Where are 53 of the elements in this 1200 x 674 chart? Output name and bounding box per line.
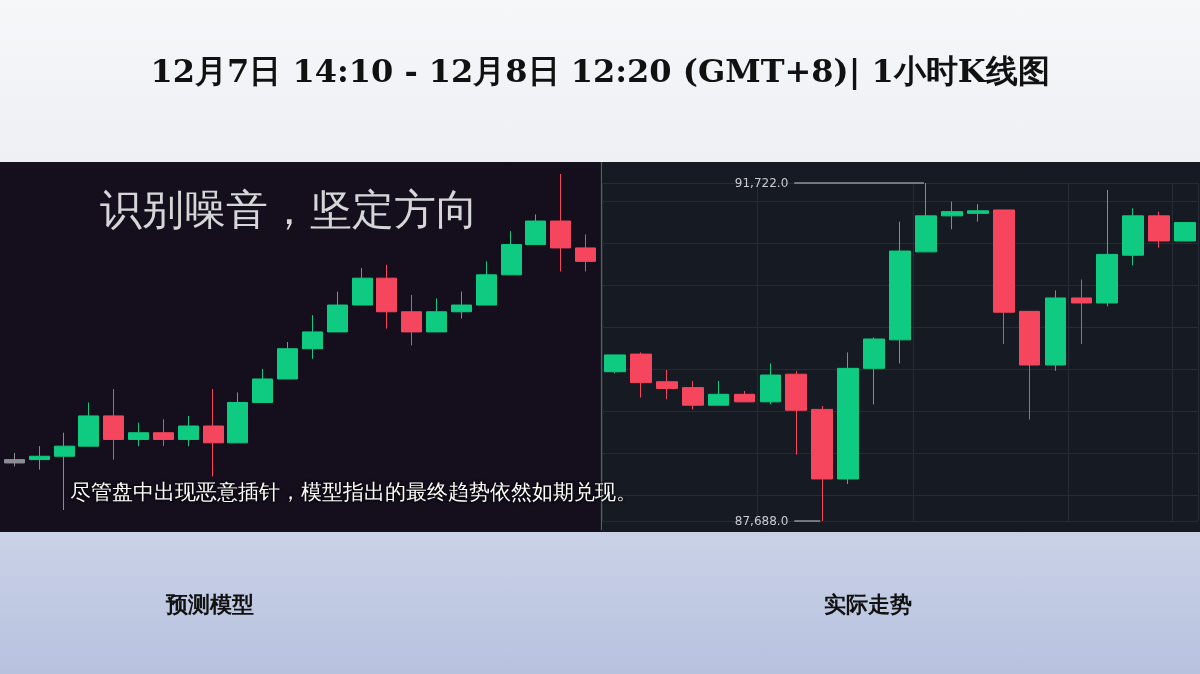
candlestick [451,291,472,319]
candlestick [153,418,174,447]
candlestick [426,297,447,333]
candlestick [501,230,522,276]
candlestick [1045,289,1066,372]
candlestick [1019,310,1040,420]
candlestick [128,422,149,447]
candlestick [941,201,963,230]
candlestick [811,405,833,522]
candlestick [708,380,729,406]
candlestick [376,264,397,330]
candlestick [302,314,323,360]
candlestick [1174,222,1196,242]
chart-title: 12月7日 14:10 - 12月8日 12:20 (GMT+8)| 1小时K线图 [149,51,1051,92]
candlestick [352,267,373,306]
candlestick [227,391,248,444]
candlestick [178,415,199,447]
annotation: 尽管盘中出现恶意插针，模型指出的最终趋势依然如期兑现。 [70,479,637,506]
candlestick [993,209,1015,345]
candlestick [682,380,704,410]
x-axis-title: 预测模型 [164,590,255,619]
candlestick [1122,207,1144,266]
candlestick [734,390,755,403]
candlestick [476,260,497,306]
candlestick [103,388,124,461]
candlestick [837,351,859,485]
candlestick [4,452,25,467]
candlestick [863,336,885,405]
candlestick [78,401,99,447]
candlestick [1096,189,1118,307]
annotation: 识别噪音，坚定方向 [100,184,478,236]
candlestick [327,291,348,333]
candlestick [656,369,678,400]
candlestick [967,203,989,223]
y-tick-label: 87,688.0 [734,514,789,528]
candlestick [915,182,937,253]
candlestick [550,173,571,272]
candlestick [760,362,781,405]
candlestick [277,341,298,380]
candlestick [889,221,911,364]
x-axis-title: 实际走势 [823,590,913,619]
candlestick [630,351,652,399]
candlestick [252,368,273,403]
candlestick [785,370,807,456]
candlestick [604,354,626,374]
candlestick [203,388,224,477]
candlestick [525,213,546,246]
candlestick [575,233,596,272]
y-tick-label: 91,722.0 [734,176,789,190]
candlestick [29,445,50,471]
candlestick [401,294,422,346]
candlestick [1071,279,1092,345]
candlestick [1148,211,1170,249]
